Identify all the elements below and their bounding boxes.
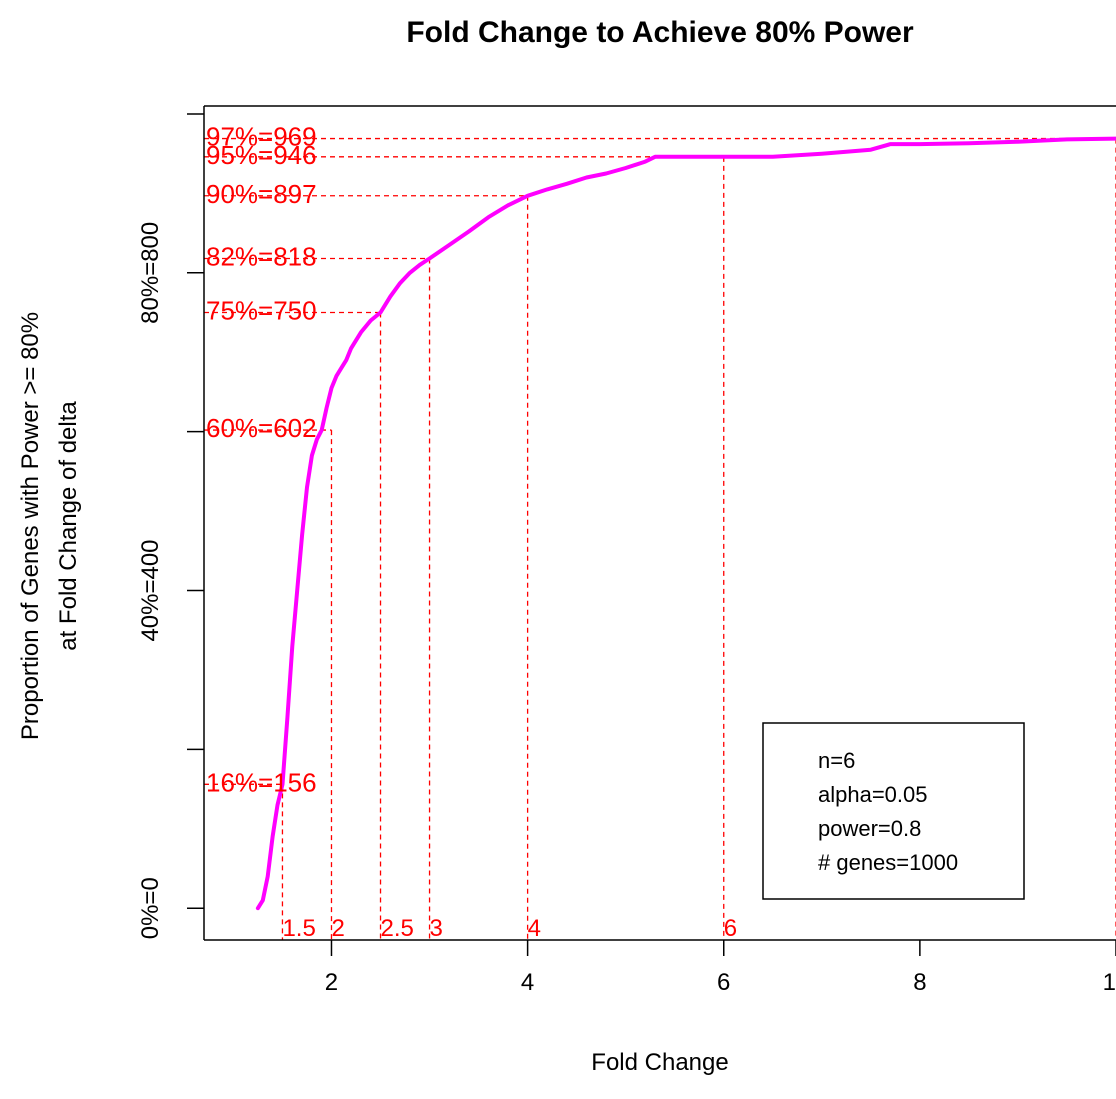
ref-y-label-4: 90%=897: [206, 179, 317, 209]
x-tick-label-8: 8: [913, 969, 926, 996]
ref-y-label-2.5: 75%=750: [206, 296, 317, 326]
ref-x-label-1.5: 1.5: [282, 915, 315, 942]
ref-y-label-6: 95%=946: [206, 140, 317, 170]
ref-x-label-3: 3: [430, 915, 443, 942]
x-axis-label: Fold Change: [591, 1049, 728, 1076]
x-tick-label-2: 2: [325, 969, 338, 996]
ref-y-label-10: 97%=969: [206, 122, 317, 152]
legend-line-power: power=0.8: [818, 816, 921, 841]
ref-x-label-4: 4: [528, 915, 541, 942]
reference-lines: [204, 137, 1116, 940]
y-tick-label-0: 0%=0: [137, 877, 164, 939]
ref-y-label-3: 82%=818: [206, 242, 317, 272]
x-tick-label-4: 4: [521, 969, 534, 996]
ref-x-label-6: 6: [724, 915, 737, 942]
reference-labels: 16%=156 1.5 60%=602 2 75%=750 2.5 82%=818 3 90%=…: [206, 122, 737, 942]
legend-line-n: n=6: [818, 748, 855, 773]
chart-title: Fold Change to Achieve 80% Power: [406, 16, 914, 49]
x-tick-label-6: 6: [717, 969, 730, 996]
ref-y-label-1.5: 16%=156: [206, 767, 317, 797]
ref-x-label-2.5: 2.5: [381, 915, 414, 942]
legend-line-alpha: alpha=0.05: [818, 782, 928, 807]
legend-box: [762, 722, 1025, 900]
ref-y-label-2: 60%=602: [206, 413, 317, 443]
ref-x-label-2: 2: [331, 915, 344, 942]
power-curve-line-0: [255, 136, 1116, 911]
y-axis-label-line1: Proportion of Genes with Power >= 80%: [17, 312, 44, 740]
y-axis-label: Proportion of Genes with Power >= 80% at…: [17, 312, 82, 740]
axes: 2 4 6 8 10 0%=0 40%=400 80%=800: [137, 105, 1116, 996]
x-tick-label-10: 10: [1103, 969, 1116, 996]
y-tick-label-400: 40%=400: [137, 539, 164, 641]
legend: n=6 alpha=0.05 power=0.8 # genes=1000: [762, 722, 1025, 900]
power-curve: [255, 136, 1116, 911]
legend-line-genes: # genes=1000: [818, 850, 958, 875]
y-tick-label-800: 80%=800: [137, 222, 164, 324]
y-axis-label-line2: at Fold Change of delta: [55, 401, 82, 651]
